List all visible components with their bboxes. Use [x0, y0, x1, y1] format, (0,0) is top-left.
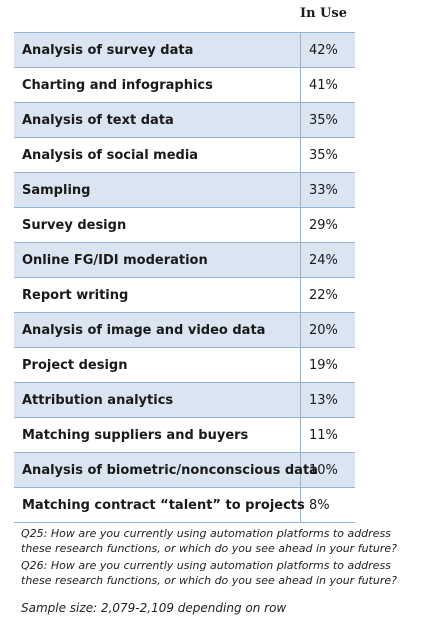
- table-row: Attribution analytics 13%: [14, 382, 355, 418]
- footnote-q26-line2: these research functions, or which do yo…: [21, 574, 397, 587]
- row-label: Survey design: [14, 207, 301, 243]
- usage-table: Analysis of survey data 42% Charting and…: [14, 32, 355, 523]
- footnote-q25-line2: these research functions, or which do yo…: [21, 542, 397, 555]
- row-value: 13%: [300, 382, 355, 418]
- table-row: Analysis of survey data 42%: [14, 32, 355, 68]
- table-row: Online FG/IDI moderation 24%: [14, 242, 355, 278]
- table-row: Report writing 22%: [14, 277, 355, 313]
- table-row: Analysis of text data 35%: [14, 102, 355, 138]
- table-row: Matching contract “talent” to projects 8…: [14, 487, 355, 523]
- footnote-q26-line1: Q26: How are you currently using automat…: [21, 559, 391, 572]
- row-label: Report writing: [14, 277, 301, 313]
- row-value: 20%: [300, 312, 355, 348]
- row-label: Sampling: [14, 172, 301, 208]
- table-row: Matching suppliers and buyers 11%: [14, 417, 355, 453]
- table-row: Analysis of biometric/nonconscious data …: [14, 452, 355, 488]
- row-value: 19%: [300, 347, 355, 383]
- row-label: Project design: [14, 347, 301, 383]
- row-value: 8%: [300, 487, 355, 523]
- row-value: 33%: [300, 172, 355, 208]
- row-label: Matching contract “talent” to projects: [14, 487, 305, 523]
- row-label: Analysis of survey data: [14, 32, 301, 68]
- table-row: Survey design 29%: [14, 207, 355, 243]
- table-row: Analysis of social media 35%: [14, 137, 355, 173]
- row-value: 42%: [300, 32, 355, 68]
- column-header-in-use: In Use: [300, 6, 347, 21]
- row-label: Analysis of text data: [14, 102, 301, 138]
- row-value: 29%: [300, 207, 355, 243]
- table-row: Project design 19%: [14, 347, 355, 383]
- row-value: 10%: [300, 452, 355, 488]
- row-value: 24%: [300, 242, 355, 278]
- row-label: Charting and infographics: [14, 67, 301, 103]
- row-label: Online FG/IDI moderation: [14, 242, 301, 278]
- row-label: Attribution analytics: [14, 382, 301, 418]
- row-label: Analysis of biometric/nonconscious data: [14, 452, 318, 488]
- table-row: Sampling 33%: [14, 172, 355, 208]
- row-label: Matching suppliers and buyers: [14, 417, 301, 453]
- row-label: Analysis of social media: [14, 137, 301, 173]
- sample-size-note: Sample size: 2,079-2,109 depending on ro…: [21, 601, 287, 615]
- row-label: Analysis of image and video data: [14, 312, 301, 348]
- table-row: Analysis of image and video data 20%: [14, 312, 355, 348]
- row-value: 41%: [300, 67, 355, 103]
- row-value: 35%: [300, 102, 355, 138]
- table-row: Charting and infographics 41%: [14, 67, 355, 103]
- row-value: 22%: [300, 277, 355, 313]
- row-value: 35%: [300, 137, 355, 173]
- row-value: 11%: [300, 417, 355, 453]
- footnote-q25-line1: Q25: How are you currently using automat…: [21, 527, 391, 540]
